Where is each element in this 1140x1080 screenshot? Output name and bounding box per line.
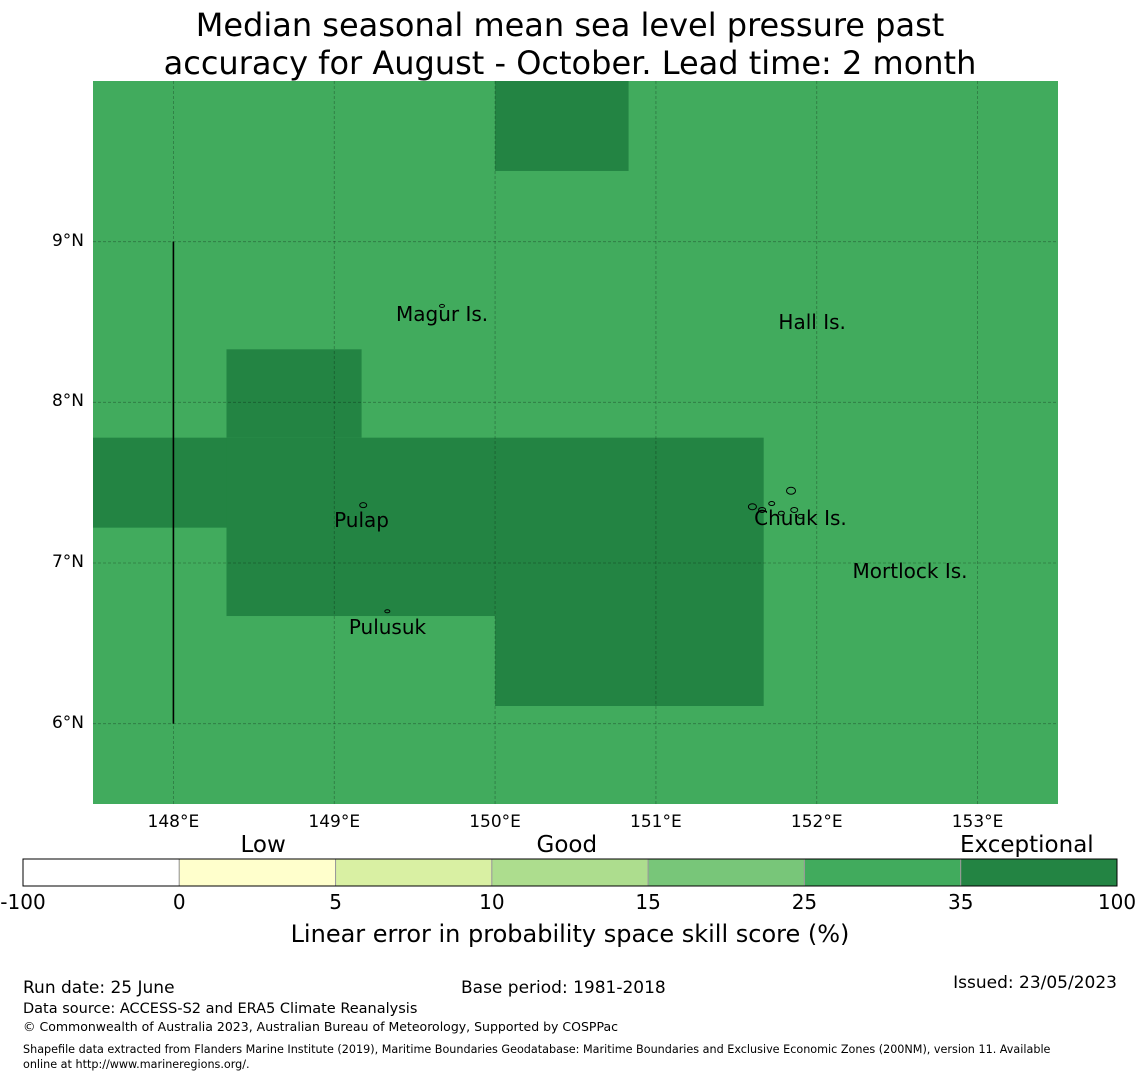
title-line-2: accuracy for August - October. Lead time… (163, 44, 977, 82)
island-outline (790, 506, 799, 513)
lon-tick-label: 152°E (790, 812, 843, 832)
exceptional-skill-cell (93, 437, 227, 528)
colorbar-tick-label: 5 (329, 890, 342, 914)
colorbar-segment (803, 858, 962, 887)
colorbar-segment (178, 858, 337, 887)
colorbar-tick-label: 0 (172, 890, 186, 914)
colorbar-tick-label: 25 (791, 890, 818, 914)
colorbar-category-label: Low (240, 832, 286, 858)
colorbar-category-label: Good (536, 832, 598, 858)
lat-tick-label: 8°N (51, 391, 84, 412)
run-date: Run date: 25 June (23, 978, 175, 998)
colorbar-category-label: Exceptional (960, 832, 1094, 858)
lat-tick-label: 6°N (51, 712, 84, 733)
lon-tick-label: 151°E (630, 812, 682, 832)
place-label: Magur Is. (396, 301, 489, 326)
colorbar-title: Linear error in probability space skill … (290, 920, 850, 948)
colorbar-segment (960, 858, 1118, 887)
shapefile-credit-2: online at http://www.marineregions.org/. (23, 1058, 250, 1071)
colorbar-segment (647, 858, 805, 887)
lat-tick-label: 7°N (51, 552, 84, 572)
colorbar-tick-label: 10 (479, 890, 505, 914)
exceptional-skill-cell (495, 81, 629, 171)
colorbar-tick-label: 15 (635, 890, 661, 914)
lon-tick-label: 148°E (147, 812, 200, 832)
lon-tick-label: 153°E (951, 812, 1004, 832)
place-label: Mortlock Is. (852, 559, 968, 584)
island-outline (747, 503, 757, 511)
island-outline (797, 513, 805, 519)
exceptional-skill-cell (226, 437, 496, 617)
colorbar-segment (491, 858, 649, 887)
colorbar-segment (22, 858, 180, 887)
island-outline (384, 609, 391, 614)
island-outline (359, 502, 368, 509)
island-outline (777, 510, 785, 516)
base-period: Base period: 1981-2018 (461, 978, 666, 998)
place-label: Chuuk Is. (754, 506, 847, 530)
exceptional-skill-cell (495, 437, 764, 706)
colorbar-segment (335, 858, 493, 887)
place-label: Pulap (334, 507, 389, 532)
data-source: Data source: ACCESS-S2 and ERA5 Climate … (23, 1001, 418, 1017)
place-label: Hall Is. (778, 310, 846, 334)
map-title: Median seasonal mean sea level pressure … (0, 6, 1140, 82)
issued-date: Issued: 23/05/2023 (953, 973, 1117, 993)
island-outline (786, 486, 797, 495)
lon-tick-label: 150°E (469, 812, 521, 832)
island-outline (439, 303, 446, 308)
colorbar-tick-label: 100 (1097, 890, 1137, 914)
colorbar-tick-label: 35 (947, 890, 974, 914)
shapefile-credit-1: Shapefile data extracted from Flanders M… (23, 1043, 1051, 1056)
lat-tick-label: 9°N (51, 230, 84, 251)
copyright: © Commonwealth of Australia 2023, Austra… (23, 1019, 618, 1034)
title-line-1: Median seasonal mean sea level pressure … (195, 6, 945, 44)
place-label: Pulusuk (348, 615, 427, 640)
island-outline (768, 501, 776, 507)
colorbar-tick-label: -100 (0, 890, 46, 914)
island-outline (758, 506, 767, 513)
colorbar-frame (22, 858, 1118, 887)
lon-tick-label: 149°E (308, 812, 361, 832)
exceptional-skill-cell (226, 349, 362, 438)
